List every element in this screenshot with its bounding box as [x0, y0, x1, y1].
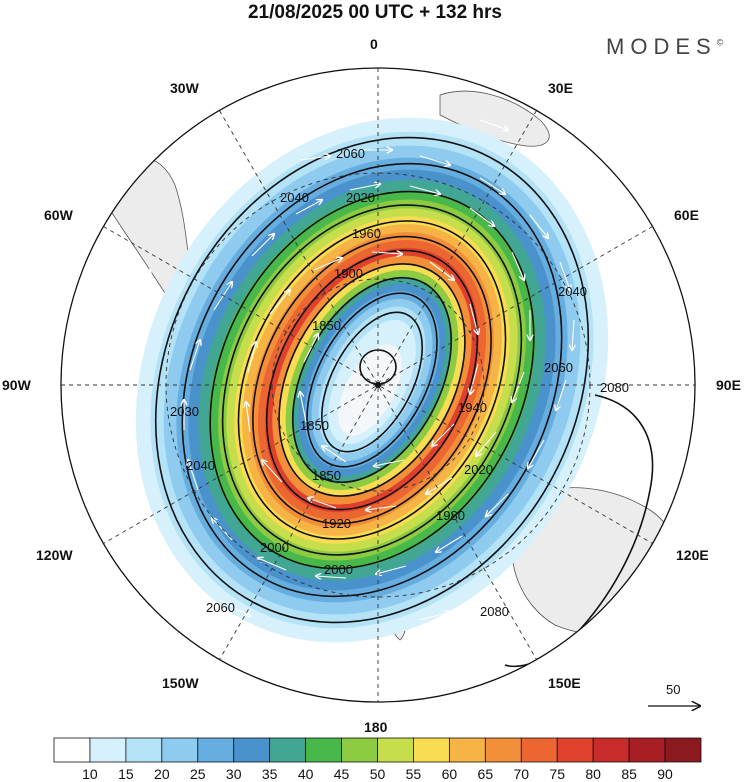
longitude-labels: 0 180 90E 90W 30E 60E 120E 150E 30W 60W …	[2, 36, 741, 735]
contour-label: 2080	[600, 380, 629, 395]
colorbar-label: 25	[190, 766, 206, 782]
colorbar-label: 80	[585, 766, 601, 782]
lon-label-30w: 30W	[170, 80, 200, 96]
colorbar-label: 30	[226, 766, 242, 782]
contour-2020	[209, 190, 535, 570]
colorbar-label: 35	[262, 766, 278, 782]
lon-label-180: 180	[364, 719, 388, 735]
contour-label: 2040	[186, 458, 215, 473]
colorbar-label: 40	[298, 766, 314, 782]
colorbar-label: 50	[370, 766, 386, 782]
colorbar-label: 75	[549, 766, 565, 782]
colorbar-swatch	[341, 737, 378, 763]
contour-label: 2030	[170, 404, 199, 419]
lon-label-90e: 90E	[716, 377, 741, 393]
contour-label: 1920	[322, 516, 351, 531]
contour-1900	[292, 276, 452, 484]
contour-label: 2000	[324, 562, 353, 577]
contour-label: 2060	[206, 600, 235, 615]
contour-label: 1850	[312, 318, 341, 333]
lon-label-90w: 90W	[2, 377, 32, 393]
colorbar-label: 65	[478, 766, 494, 782]
wind-speed-shading	[135, 117, 609, 643]
contour-1880	[306, 292, 438, 468]
contour-label: 1850	[312, 468, 341, 483]
lon-label-150w: 150W	[162, 675, 199, 691]
colorbar-label: 20	[154, 766, 170, 782]
colorbar-label: 90	[657, 766, 673, 782]
lon-label-120w: 120W	[36, 547, 73, 563]
contour-label: 2060	[336, 146, 365, 161]
contour-1980	[237, 220, 507, 540]
colorbar-label: 10	[82, 766, 98, 782]
lon-label-0: 0	[370, 36, 378, 52]
colorbar-swatch	[305, 737, 342, 763]
map-boundary	[60, 67, 696, 703]
colorbar-label: 70	[513, 766, 529, 782]
contour-1920	[278, 263, 466, 497]
brand-text: MODES	[606, 34, 717, 59]
colorbar-swatch	[520, 737, 558, 763]
colorbar-swatch	[53, 737, 91, 763]
colorbar-label: 15	[118, 766, 134, 782]
colorbar-swatch	[125, 737, 163, 763]
colorbar-swatch	[377, 737, 414, 763]
brand-logo: MODES©	[606, 34, 723, 60]
lon-label-30e: 30E	[548, 80, 573, 96]
colorbar-swatch	[413, 737, 450, 763]
contour-label: 2080	[480, 604, 509, 619]
wind-vectors	[139, 112, 622, 621]
colorbar: 10 15 20 25 30 35 40 45 50 55 60 65 70 75 80 85 90	[53, 737, 702, 782]
contour-1960	[252, 235, 492, 525]
colorbar-swatch	[448, 737, 486, 763]
colorbar-swatch	[664, 737, 702, 763]
colorbar-swatch	[89, 737, 127, 763]
copyright-mark: ©	[716, 37, 724, 48]
contour-label: 1960	[352, 226, 381, 241]
colorbar-swatch	[197, 737, 235, 763]
colorbar-label: 45	[334, 766, 350, 782]
contour-label: 2020	[346, 190, 375, 205]
contour-label: 1940	[458, 400, 487, 415]
colorbar-swatch	[484, 737, 522, 763]
vector-reference: 50	[648, 682, 700, 706]
vector-reference-value: 50	[666, 682, 680, 697]
contour-label: 1980	[436, 508, 465, 523]
contour-label: 1900	[334, 266, 363, 281]
graticule	[61, 68, 695, 702]
lon-label-60w: 60W	[44, 207, 74, 223]
contour-2060	[154, 136, 590, 624]
colorbar-label: 55	[406, 766, 422, 782]
contour-label: 2040	[280, 190, 309, 205]
pole-marker	[375, 382, 381, 388]
colorbar-label: 85	[621, 766, 637, 782]
colorbar-swatch	[556, 737, 594, 763]
lon-label-120e: 120E	[676, 547, 709, 563]
colorbar-label: 60	[442, 766, 458, 782]
lon-label-60e: 60E	[674, 207, 699, 223]
colorbar-swatch	[161, 737, 199, 763]
contour-label: 2020	[464, 462, 493, 477]
contour-label: 2060	[544, 360, 573, 375]
colorbar-swatch	[233, 737, 271, 763]
colorbar-swatch	[592, 737, 630, 763]
contour-label: 2040	[558, 284, 587, 299]
lon-label-150e: 150E	[548, 675, 581, 691]
contour-labels: 2060 2040 2020 1960 1900 1850 1850 1850 …	[170, 146, 629, 619]
contour-label: 2000	[260, 540, 289, 555]
colorbar-swatch	[628, 737, 666, 763]
colorbar-swatch	[269, 737, 307, 763]
map-field	[61, 68, 695, 702]
map-title: 21/08/2025 00 UTC + 132 hrs	[247, 2, 503, 23]
contour-label: 1850	[300, 418, 329, 433]
contour-1850	[320, 311, 424, 453]
contour-2000	[221, 204, 523, 556]
